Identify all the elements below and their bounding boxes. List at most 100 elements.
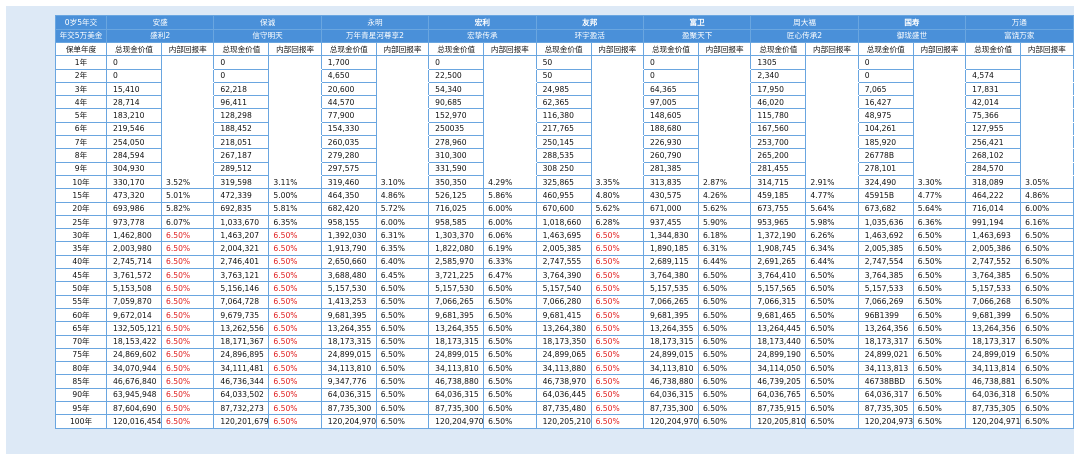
irr-cell: 6.50%	[268, 374, 322, 389]
product-name: 信守明天	[213, 28, 322, 43]
irr-cell: 6.50%	[912, 347, 967, 363]
cash-value-cell: 3,688,480	[320, 268, 377, 283]
cash-value-cell: 268,102	[965, 148, 1022, 163]
cash-value-cell: 289,512	[213, 161, 270, 176]
irr-cell: 4.86%	[375, 188, 430, 203]
cash-value-cell: 3,761,572	[106, 268, 162, 283]
cash-value-cell: 87,735,300	[428, 401, 485, 416]
irr-cell: 6.50%	[268, 241, 322, 256]
cash-value-cell: 304,930	[106, 161, 162, 176]
irr-cell: 6.50%	[483, 387, 537, 403]
irr-cell: 6.50%	[268, 228, 322, 243]
irr-cell: 6.50%	[590, 414, 644, 429]
product-name: 万年青星河尊享2	[320, 28, 430, 43]
irr-cell	[268, 135, 322, 150]
irr-cell: 6.50%	[268, 307, 322, 323]
cash-value-cell: 46,020	[750, 95, 807, 110]
product-name: 富饶万家	[965, 28, 1074, 43]
irr-cell	[483, 55, 537, 70]
cash-value-cell: 13,264,355	[320, 321, 377, 336]
cash-value-cell: 42,014	[965, 95, 1022, 110]
irr-cell: 6.31%	[697, 241, 752, 256]
policy-year: 7年	[55, 135, 107, 150]
irr-cell	[375, 68, 430, 83]
irr-cell	[805, 95, 859, 110]
cash-value-cell: 3,764,410	[750, 268, 807, 283]
irr-cell	[160, 135, 215, 150]
irr-cell: 6.50%	[912, 401, 967, 416]
irr-cell: 6.50%	[1020, 294, 1074, 309]
policy-year: 65年	[55, 321, 107, 336]
cash-value-cell: 13,264,355	[642, 321, 699, 336]
irr-cell: 6.50%	[912, 307, 967, 323]
policy-year: 2年	[55, 68, 107, 83]
cash-value-cell: 314,715	[750, 174, 807, 190]
cash-value-cell: 670,600	[535, 201, 592, 216]
cash-value-cell: 1,372,190	[750, 228, 807, 243]
cash-value-cell: 115,780	[750, 108, 807, 123]
cash-value-cell: 7,066,269	[857, 294, 914, 309]
irr-cell: 6.50%	[375, 387, 430, 403]
irr-cell	[160, 161, 215, 176]
data-row: 3年 15,410 62,218 20,600 54,340 24,985 64,365 17…	[55, 81, 1074, 97]
cash-value-cell: 5,157,530	[428, 281, 485, 296]
irr-cell: 6.50%	[1020, 387, 1074, 403]
cash-value-cell: 9,681,415	[535, 307, 592, 323]
column-header: 内部回报率	[483, 41, 537, 57]
irr-cell: 6.18%	[697, 228, 752, 243]
data-row: 55年 7,059,870 6.50% 7,064,728 6.50% 1,413,253…	[55, 294, 1074, 309]
cash-value-cell: 1,463,695	[535, 228, 592, 243]
irr-cell: 6.50%	[805, 374, 859, 389]
cash-value-cell: 284,570	[965, 161, 1022, 176]
irr-cell: 6.50%	[697, 281, 752, 296]
cash-value-cell: 13,264,445	[750, 321, 807, 336]
comparison-table: 0岁5年交 安盛 保诚 永明 宏利 友邦 富卫 周大福 国寿 万通 年交5万美金 盛利2 信守明天 万年青…	[55, 15, 1074, 429]
product-name: 盈聚天下	[642, 28, 752, 43]
policy-year: 60年	[55, 307, 107, 323]
column-header: 总现金价值	[320, 41, 377, 57]
cash-value-cell: 64,036,445	[535, 387, 592, 403]
column-header: 总现金价值	[750, 41, 807, 57]
data-row: 50年 5,153,508 6.50% 5,156,146 6.50% 5,157,530…	[55, 281, 1074, 296]
cash-value-cell: 46,676,840	[106, 374, 162, 389]
cash-value-cell: 46,739,205	[750, 374, 807, 389]
cash-value-cell: 2,746,401	[213, 254, 270, 270]
irr-cell: 6.50%	[912, 414, 967, 429]
cash-value-cell: 256,421	[965, 135, 1022, 150]
policy-year: 45年	[55, 268, 107, 283]
company-name: 友邦	[535, 15, 644, 30]
irr-cell: 6.00%	[483, 201, 537, 216]
cash-value-cell: 188,680	[642, 121, 699, 137]
cash-value-cell: 24,899,021	[857, 347, 914, 363]
irr-cell: 6.50%	[483, 374, 537, 389]
cash-value-cell: 167,560	[750, 121, 807, 137]
irr-cell	[697, 121, 752, 137]
cash-value-cell: 4,574	[965, 68, 1022, 83]
data-row: 70年 18,153,422 6.50% 18,171,367 6.50% 18,173,…	[55, 334, 1074, 349]
cash-value-cell: 120,204,970	[428, 414, 485, 429]
cash-value-cell: 154,330	[320, 121, 377, 137]
irr-cell: 6.50%	[483, 334, 537, 349]
cash-value-cell: 18,173,315	[428, 334, 485, 349]
irr-cell: 6.50%	[590, 361, 644, 376]
header-row: 年交5万美金 盛利2 信守明天 万年青星河尊享2 宏挚传承 环宇盈活 盈聚天下 匠心传承2 御珑…	[55, 28, 1074, 43]
irr-cell	[697, 55, 752, 70]
irr-cell: 6.50%	[268, 321, 322, 336]
cash-value-cell: 1,908,745	[750, 241, 807, 256]
cash-value-cell: 87,735,300	[320, 401, 377, 416]
cash-value-cell: 46,738,970	[535, 374, 592, 389]
irr-cell: 6.50%	[912, 387, 967, 403]
cash-value-cell: 1,018,660	[535, 214, 592, 230]
irr-cell	[160, 121, 215, 137]
cash-value-cell: 97,005	[642, 95, 699, 110]
company-name: 国寿	[857, 15, 967, 30]
cash-value-cell: 96,411	[213, 95, 270, 110]
cash-value-cell: 250,145	[535, 135, 592, 150]
irr-cell: 6.50%	[160, 254, 215, 270]
cash-value-cell: 297,575	[320, 161, 377, 176]
irr-cell: 6.50%	[1020, 361, 1074, 376]
cash-value-cell: 226,930	[642, 135, 699, 150]
cash-value-cell: 18,173,315	[320, 334, 377, 349]
irr-cell	[590, 81, 644, 97]
irr-cell: 6.50%	[160, 387, 215, 403]
